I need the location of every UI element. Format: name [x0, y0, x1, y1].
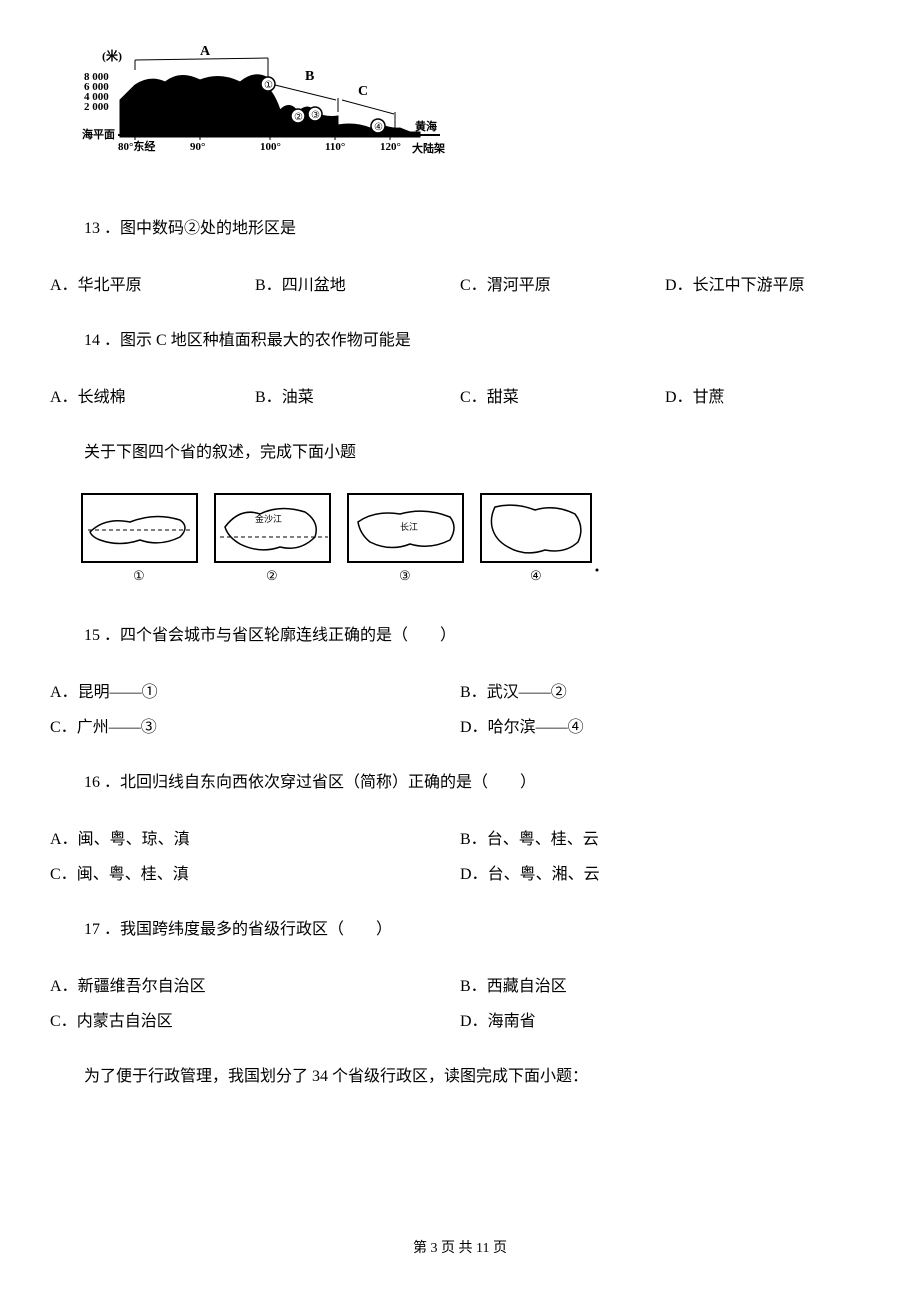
- question-14: 14 ．图示 C 地区种植面积最大的农作物可能是: [84, 327, 870, 356]
- province-label-4: ④: [530, 568, 542, 583]
- q17-option-d: D．海南省: [460, 1004, 870, 1039]
- q15-option-c: C．广州——③: [50, 710, 460, 745]
- province-inner-2: 金沙江: [255, 513, 282, 524]
- x-tick-3: 110°: [325, 141, 345, 153]
- question-text: 图中数码②处的地形区是: [120, 220, 296, 237]
- q16-options: A．闽、粤、琼、滇 B．台、粤、桂、云 C．闽、粤、桂、滇 D．台、粤、湘、云: [50, 822, 870, 892]
- q16-option-d: D．台、粤、湘、云: [460, 857, 870, 892]
- question-text: 四个省会城市与省区轮廓连线正确的是（ ）: [120, 627, 456, 644]
- q15-options: A．昆明——① B．武汉——② C．广州——③ D．哈尔滨——④: [50, 675, 870, 745]
- terrain-profile-svg: (米) 8 000 6 000 4 000 2 000 海平面 A B C ① …: [80, 40, 460, 180]
- base-label: 海平面: [82, 127, 115, 141]
- province-label-2: ②: [266, 568, 278, 583]
- q13-options: A．华北平原 B．四川盆地 C．渭河平原 D．长江中下游平原: [50, 268, 870, 303]
- question-number: 15 ．: [84, 627, 120, 644]
- question-13: 13 ．图中数码②处的地形区是: [84, 215, 870, 244]
- question-15: 15 ．四个省会城市与省区轮廓连线正确的是（ ）: [84, 622, 870, 651]
- q13-option-a: A．华北平原: [50, 268, 255, 303]
- y-axis-label: (米): [102, 48, 122, 63]
- page-footer: 第 3 页 共 11 页: [0, 1237, 920, 1257]
- q14-option-d: D．甘蔗: [665, 380, 870, 415]
- right-label-1: 大陆架: [412, 141, 445, 155]
- x-tick-2: 100°: [260, 141, 281, 153]
- q16-option-a: A．闽、粤、琼、滇: [50, 822, 460, 857]
- question-number: 16 ．: [84, 774, 120, 791]
- q16-option-b: B．台、粤、桂、云: [460, 822, 870, 857]
- q13-option-c: C．渭河平原: [460, 268, 665, 303]
- marker-4: ④: [374, 122, 383, 133]
- x-tick-4: 120°: [380, 141, 401, 153]
- x-tick-1: 90°: [190, 141, 205, 153]
- q16-option-c: C．闽、粤、桂、滇: [50, 857, 460, 892]
- q13-option-d: D．长江中下游平原: [665, 268, 870, 303]
- question-16: 16 ．北回归线自东向西依次穿过省区（简称）正确的是（ ）: [84, 769, 870, 798]
- question-number: 17 ．: [84, 921, 120, 938]
- question-number: 13 ．: [84, 220, 120, 237]
- province-outlines-svg: ① 金沙江 ② 长江 ③ ④: [80, 492, 600, 587]
- q17-option-b: B．西藏自治区: [460, 969, 870, 1004]
- marker-2: ②: [294, 112, 303, 123]
- q13-option-b: B．四川盆地: [255, 268, 460, 303]
- y-tick-3: 2 000: [84, 101, 109, 113]
- marker-3: ③: [311, 110, 320, 121]
- passage-2: 关于下图四个省的叙述，完成下面小题: [84, 439, 870, 468]
- q14-options: A．长绒棉 B．油菜 C．甜菜 D．甘蔗: [50, 380, 870, 415]
- question-number: 14 ．: [84, 332, 120, 349]
- province-label-1: ①: [133, 568, 145, 583]
- q14-option-b: B．油菜: [255, 380, 460, 415]
- x-tick-0: 80°东经: [118, 139, 155, 153]
- section-c: C: [358, 84, 368, 99]
- province-maps: ① 金沙江 ② 长江 ③ ④: [80, 492, 870, 592]
- question-text: 我国跨纬度最多的省级行政区（ ）: [120, 921, 392, 938]
- q17-option-c: C．内蒙古自治区: [50, 1004, 460, 1039]
- question-text: 北回归线自东向西依次穿过省区（简称）正确的是（ ）: [120, 774, 536, 791]
- q15-option-d: D．哈尔滨——④: [460, 710, 870, 745]
- q14-option-a: A．长绒棉: [50, 380, 255, 415]
- right-label-0: 黄海: [415, 119, 437, 133]
- question-17: 17 ．我国跨纬度最多的省级行政区（ ）: [84, 916, 870, 945]
- section-a: A: [200, 44, 211, 59]
- q17-options: A．新疆维吾尔自治区 B．西藏自治区 C．内蒙古自治区 D．海南省: [50, 969, 870, 1039]
- question-text: 图示 C 地区种植面积最大的农作物可能是: [120, 332, 411, 349]
- passage-3: 为了便于行政管理，我国划分了 34 个省级行政区，读图完成下面小题：: [84, 1063, 870, 1092]
- marker-1: ①: [264, 80, 273, 91]
- q14-option-c: C．甜菜: [460, 380, 665, 415]
- q15-option-b: B．武汉——②: [460, 675, 870, 710]
- terrain-chart: (米) 8 000 6 000 4 000 2 000 海平面 A B C ① …: [80, 40, 870, 185]
- q17-option-a: A．新疆维吾尔自治区: [50, 969, 460, 1004]
- section-b: B: [305, 69, 314, 84]
- province-inner-3: 长江: [400, 521, 418, 532]
- province-label-3: ③: [399, 568, 411, 583]
- q15-option-a: A．昆明——①: [50, 675, 460, 710]
